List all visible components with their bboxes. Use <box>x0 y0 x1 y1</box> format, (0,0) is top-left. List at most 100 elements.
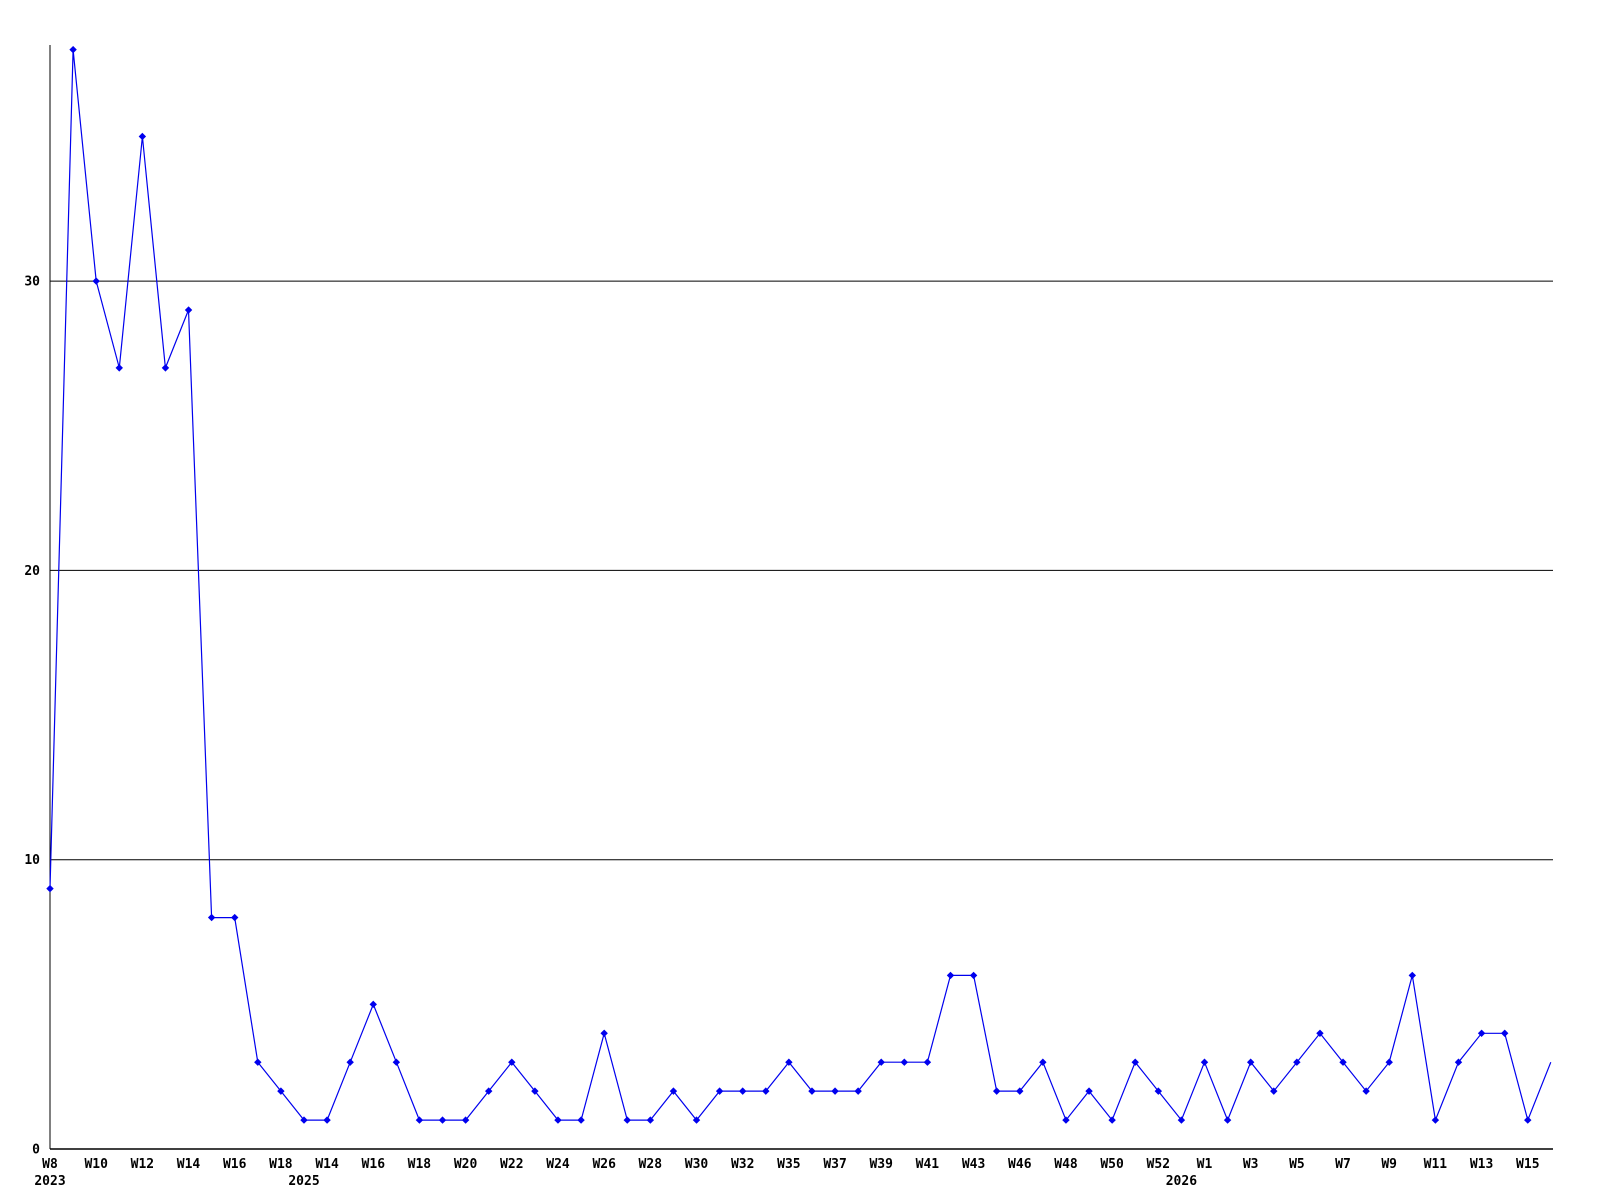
x-year-label-2026: 2026 <box>1166 1174 1197 1189</box>
data-point-marker <box>1477 1029 1486 1037</box>
data-point-marker <box>992 1087 1001 1095</box>
x-tick-label-w14: W14 <box>315 1157 339 1172</box>
data-point-marker <box>946 971 955 980</box>
data-point-marker <box>231 913 239 922</box>
x-tick-label-w10: W10 <box>84 1157 108 1172</box>
data-point-marker <box>1200 1058 1209 1066</box>
data-point-marker <box>323 1116 331 1124</box>
data-point-marker <box>738 1087 747 1095</box>
data-point-marker <box>69 45 77 54</box>
data-point-marker <box>138 132 147 141</box>
data-point-marker <box>1339 1058 1347 1066</box>
x-tick-label-w15: W15 <box>1516 1157 1539 1172</box>
x-tick-label-w48: W48 <box>1054 1157 1078 1172</box>
data-point-marker <box>1062 1116 1070 1124</box>
x-tick-label-w1: W1 <box>1197 1157 1213 1172</box>
data-point-marker <box>1246 1058 1255 1066</box>
data-point-marker <box>831 1087 839 1095</box>
data-point-marker <box>1431 1116 1440 1124</box>
x-tick-label-w28: W28 <box>639 1157 663 1172</box>
data-point-marker <box>1039 1058 1047 1066</box>
x-tick-label-w8: W8 <box>42 1157 58 1172</box>
x-tick-label-w46: W46 <box>1008 1157 1032 1172</box>
y-tick-label-0: 0 <box>32 1143 40 1158</box>
x-tick-label-w41: W41 <box>916 1157 940 1172</box>
x-tick-label-w14: W14 <box>177 1157 201 1172</box>
x-tick-label-w5: W5 <box>1289 1157 1305 1172</box>
x-tick-label-w43: W43 <box>962 1157 985 1172</box>
data-point-marker <box>1131 1058 1139 1066</box>
data-point-marker <box>877 1058 885 1066</box>
data-point-marker <box>808 1087 816 1095</box>
x-tick-label-w35: W35 <box>777 1157 800 1172</box>
x-tick-label-w16: W16 <box>362 1157 386 1172</box>
x-tick-label-w39: W39 <box>869 1157 892 1172</box>
data-point-marker <box>969 971 978 980</box>
data-point-marker <box>1154 1087 1163 1095</box>
data-point-marker <box>762 1087 770 1095</box>
data-point-marker <box>254 1058 262 1066</box>
x-tick-label-w16: W16 <box>223 1157 247 1172</box>
y-tick-label-30: 30 <box>24 275 40 290</box>
data-point-marker <box>461 1116 470 1124</box>
x-tick-label-w22: W22 <box>500 1157 523 1172</box>
data-point-marker <box>1500 1029 1509 1037</box>
x-tick-label-w24: W24 <box>546 1157 570 1172</box>
data-point-marker <box>415 1116 424 1124</box>
data-point-marker <box>854 1087 862 1095</box>
data-point-marker <box>1362 1087 1370 1095</box>
x-tick-label-w52: W52 <box>1147 1157 1170 1172</box>
data-point-marker <box>1270 1087 1278 1095</box>
x-tick-label-w7: W7 <box>1335 1157 1351 1172</box>
data-point-marker <box>392 1058 401 1066</box>
x-tick-label-w20: W20 <box>454 1157 478 1172</box>
x-tick-label-w13: W13 <box>1470 1157 1493 1172</box>
data-point-marker <box>485 1087 493 1095</box>
x-tick-label-w18: W18 <box>408 1157 432 1172</box>
data-point-marker <box>508 1058 516 1066</box>
data-point-marker <box>438 1116 447 1124</box>
data-point-marker <box>577 1116 585 1124</box>
data-point-marker <box>1293 1058 1301 1066</box>
data-point-marker <box>161 364 170 372</box>
data-point-marker <box>646 1116 655 1124</box>
x-tick-label-w9: W9 <box>1381 1157 1397 1172</box>
data-point-marker <box>1223 1116 1232 1124</box>
data-point-marker <box>923 1058 932 1066</box>
data-point-marker <box>115 364 123 372</box>
data-point-marker <box>369 1000 377 1009</box>
y-tick-label-10: 10 <box>24 853 40 868</box>
data-point-marker <box>1524 1116 1532 1124</box>
x-tick-label-w32: W32 <box>731 1157 754 1172</box>
data-point-marker <box>46 884 54 893</box>
y-tick-label-20: 20 <box>24 564 40 579</box>
data-point-marker <box>346 1058 354 1066</box>
data-point-marker <box>1108 1116 1116 1124</box>
data-point-marker <box>1408 971 1417 980</box>
data-point-marker <box>1177 1116 1186 1124</box>
data-point-marker <box>669 1087 678 1095</box>
data-point-marker <box>1316 1029 1324 1037</box>
data-point-marker <box>531 1087 539 1095</box>
data-point-marker <box>277 1087 285 1095</box>
x-tick-label-w37: W37 <box>823 1157 846 1172</box>
x-tick-label-w12: W12 <box>131 1157 154 1172</box>
x-tick-label-w3: W3 <box>1243 1157 1259 1172</box>
x-tick-label-w50: W50 <box>1100 1157 1124 1172</box>
series-line <box>49 49 1552 1123</box>
data-point-marker <box>600 1029 608 1037</box>
data-point-marker <box>207 913 216 922</box>
data-point-marker <box>692 1116 701 1124</box>
data-point-marker <box>92 277 100 285</box>
data-point-marker <box>623 1116 631 1124</box>
data-point-marker <box>1385 1058 1393 1066</box>
data-point-marker <box>184 306 193 314</box>
data-point-marker <box>1085 1087 1093 1095</box>
x-tick-label-w18: W18 <box>269 1157 293 1172</box>
data-point-marker <box>300 1116 308 1124</box>
x-tick-label-w26: W26 <box>592 1157 616 1172</box>
x-year-label-2025: 2025 <box>288 1174 319 1189</box>
data-point-marker <box>900 1058 909 1066</box>
